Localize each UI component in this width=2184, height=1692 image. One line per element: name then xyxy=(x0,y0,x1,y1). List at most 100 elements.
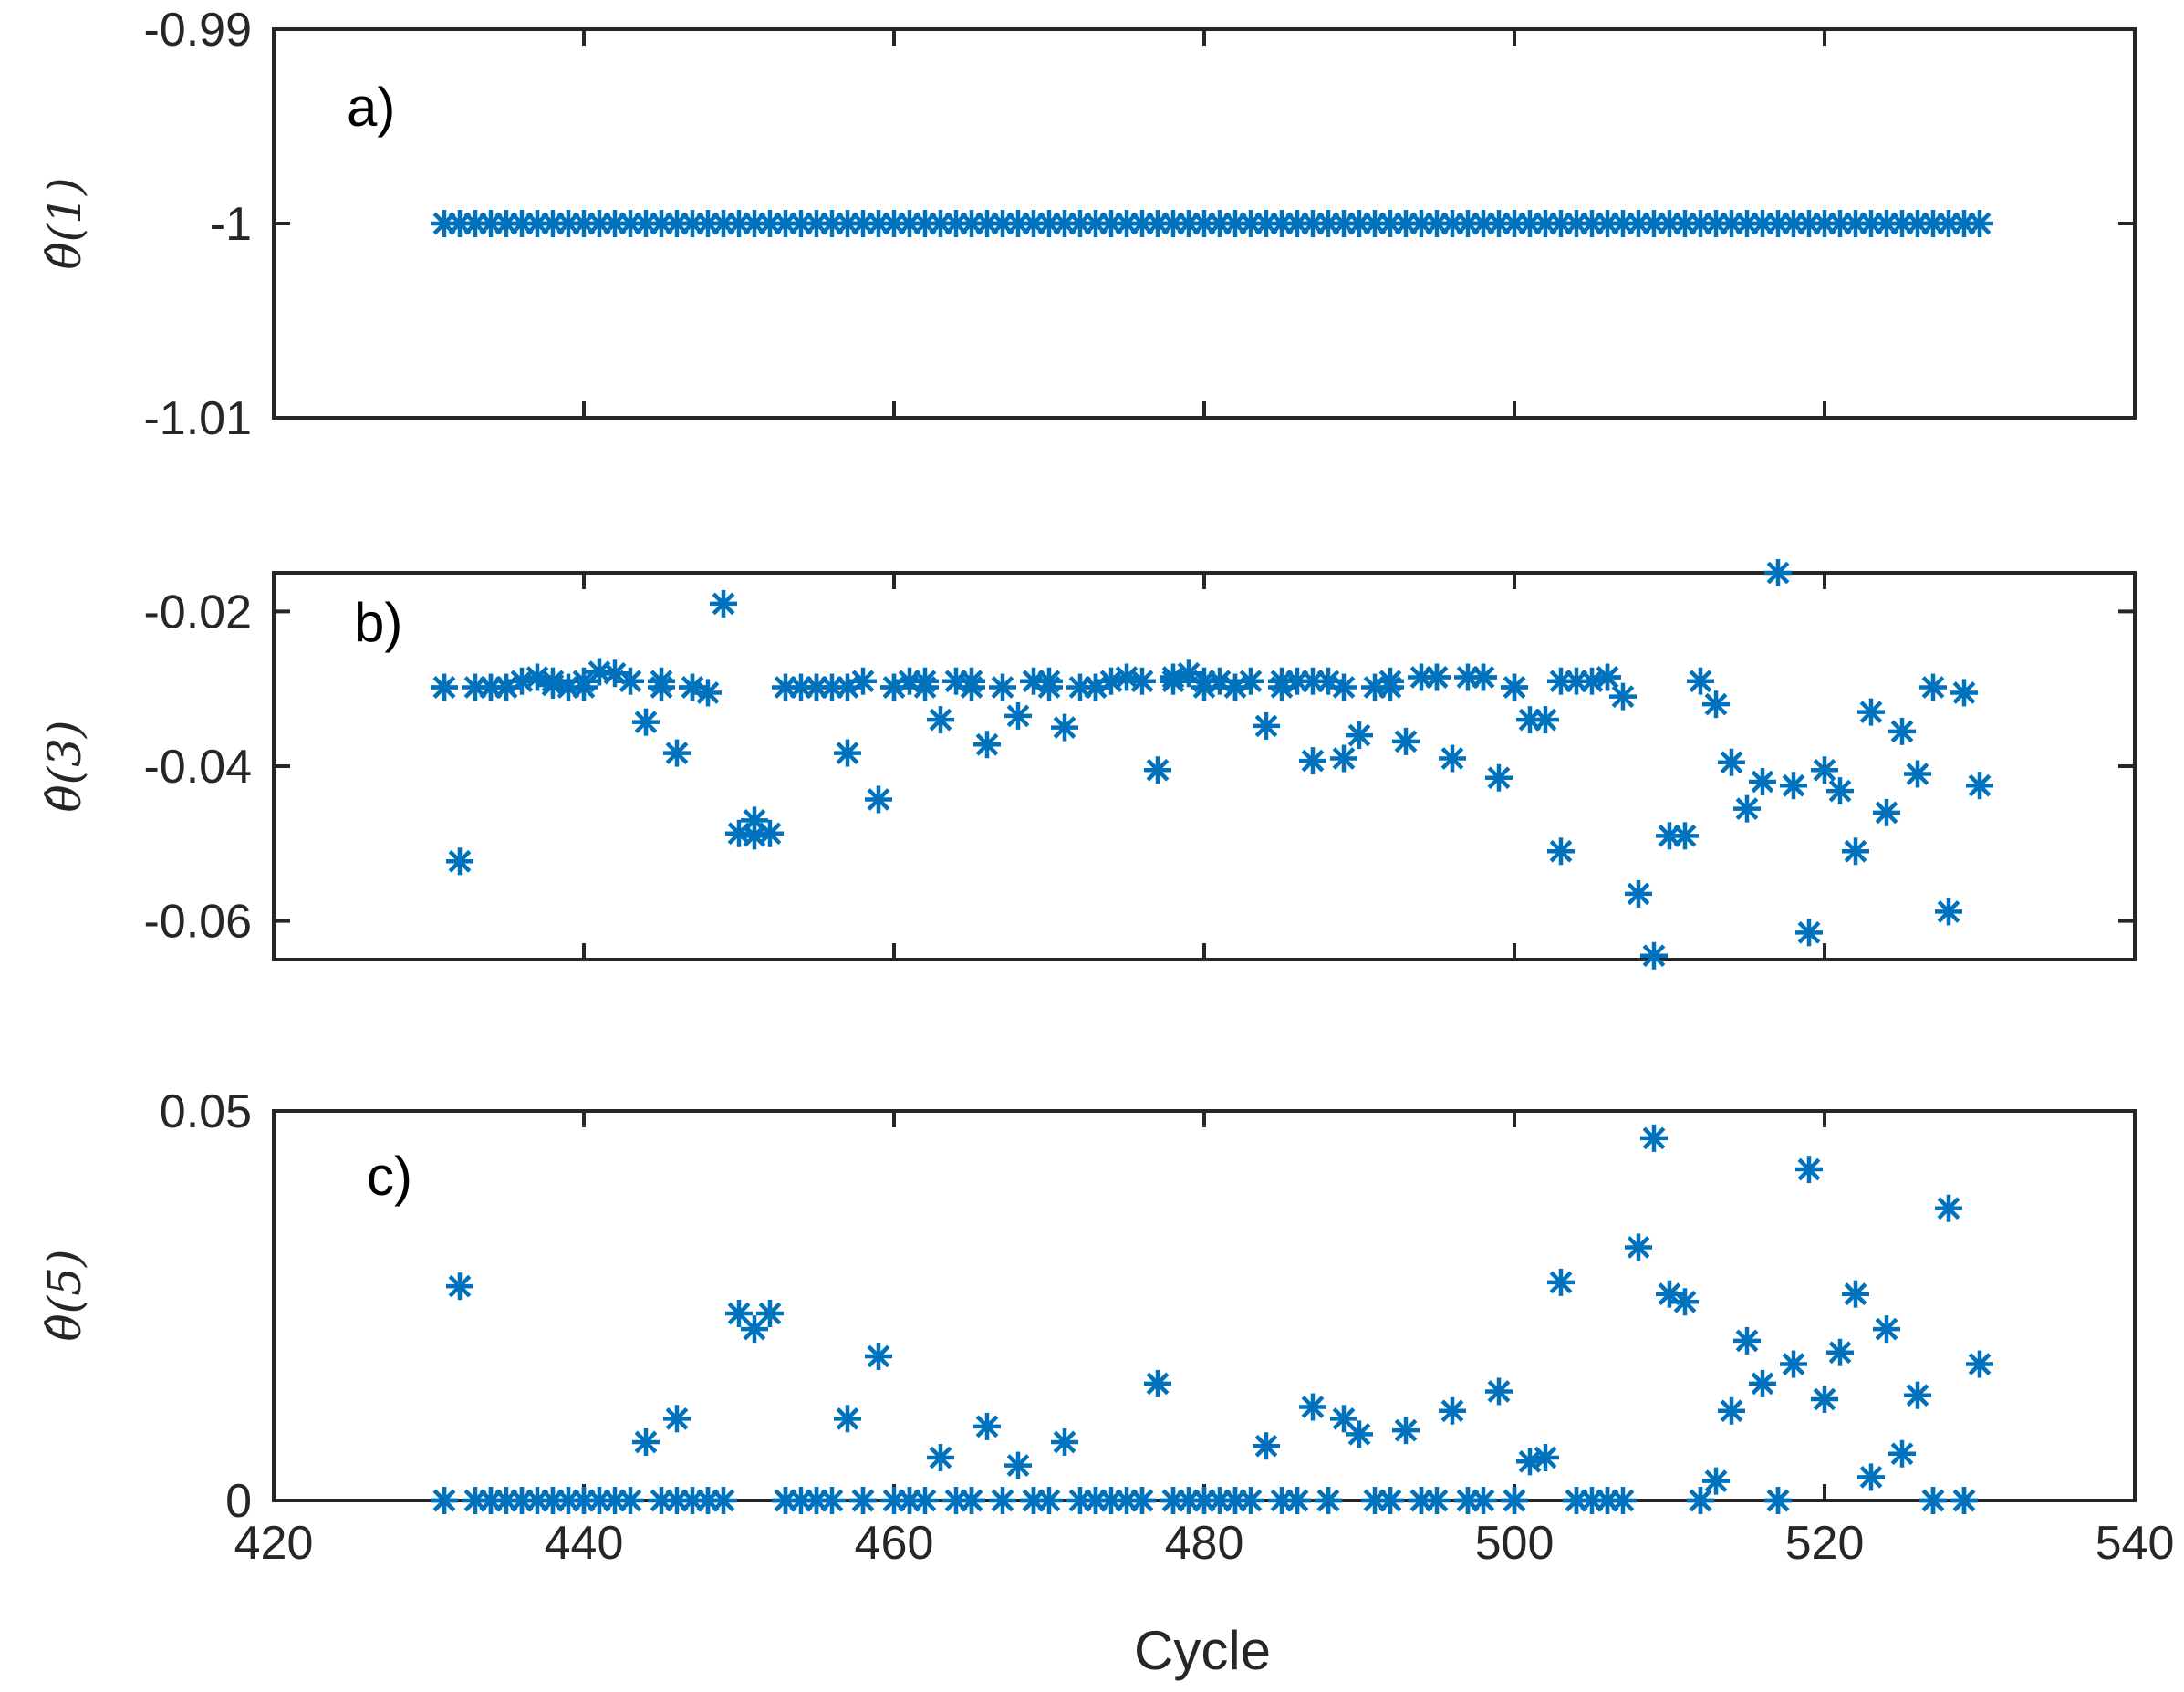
data-point xyxy=(1702,1467,1730,1495)
data-point xyxy=(1795,1156,1823,1184)
data-point xyxy=(1811,756,1838,784)
y-tick-label: -1.01 xyxy=(143,392,252,445)
data-point xyxy=(1733,1326,1761,1355)
data-point xyxy=(803,1487,830,1514)
data-point xyxy=(663,739,691,767)
data-point xyxy=(1594,663,1621,691)
data-point xyxy=(1454,1487,1482,1514)
x-axis-label: Cycle xyxy=(1134,1620,1271,1681)
data-point xyxy=(958,1487,985,1514)
data-point xyxy=(1004,701,1032,730)
data-point xyxy=(1485,1377,1513,1406)
data-point xyxy=(493,673,520,701)
data-point xyxy=(803,673,830,701)
data-point xyxy=(1423,663,1451,691)
x-tick-label: 440 xyxy=(545,1517,624,1570)
panel-a: a) θ̂(1) -0.99 -1 -1.01 xyxy=(38,4,2137,445)
data-point xyxy=(896,1487,923,1514)
data-point xyxy=(973,1412,1001,1440)
data-point xyxy=(1470,663,1497,691)
data-point xyxy=(1687,667,1714,695)
data-point xyxy=(973,731,1001,759)
data-point xyxy=(1780,772,1807,800)
data-point xyxy=(1625,879,1652,908)
data-point xyxy=(1377,1487,1404,1514)
data-point xyxy=(1904,760,1931,788)
data-point xyxy=(1377,673,1404,701)
y-tick-label: -1 xyxy=(210,198,252,251)
data-point xyxy=(849,1487,877,1514)
data-point xyxy=(1439,744,1466,773)
data-point xyxy=(648,667,675,695)
x-tick-label: 540 xyxy=(2096,1517,2175,1570)
data-point xyxy=(927,1444,954,1472)
x-tick-label: 420 xyxy=(234,1517,314,1570)
x-tick-label: 460 xyxy=(855,1517,934,1570)
data-point xyxy=(1780,1350,1807,1378)
data-point xyxy=(1051,713,1078,742)
data-point xyxy=(710,589,737,618)
data-point xyxy=(1842,1280,1869,1308)
data-point xyxy=(1299,1393,1326,1421)
data-point xyxy=(1919,1487,1947,1514)
data-point xyxy=(927,706,954,734)
data-point xyxy=(1222,1487,1249,1514)
data-point xyxy=(1268,673,1295,701)
data-point xyxy=(1950,1487,1978,1514)
data-point xyxy=(865,1343,892,1371)
data-point xyxy=(1160,667,1187,695)
data-point xyxy=(1439,1396,1466,1425)
data-point xyxy=(1935,1194,1962,1222)
data-point xyxy=(508,1487,536,1514)
data-point xyxy=(477,1487,504,1514)
data-point xyxy=(1904,1381,1931,1409)
data-point xyxy=(1253,711,1280,740)
data-point xyxy=(539,1487,567,1514)
data-point xyxy=(1330,744,1357,773)
data-point xyxy=(1035,673,1063,701)
data-point xyxy=(1966,1350,1993,1378)
y-tick-label: -0.04 xyxy=(143,741,252,794)
data-point xyxy=(741,822,768,850)
data-point xyxy=(1547,837,1575,866)
data-point xyxy=(1128,1487,1156,1514)
panel-c-label: c) xyxy=(367,1146,412,1207)
data-point xyxy=(1609,682,1637,711)
y-tick-label: -0.06 xyxy=(143,896,252,949)
data-point xyxy=(1144,1369,1171,1397)
data-point xyxy=(1764,559,1792,586)
data-point xyxy=(834,673,861,701)
data-point xyxy=(1485,763,1513,792)
axes-box xyxy=(272,571,2137,961)
data-point xyxy=(1671,822,1699,850)
y-tick-label: -0.99 xyxy=(143,4,252,57)
data-point xyxy=(1532,1444,1559,1472)
data-point xyxy=(632,1427,660,1456)
data-point xyxy=(570,1487,598,1514)
data-point xyxy=(1191,673,1218,701)
data-point xyxy=(1222,673,1249,701)
data-point xyxy=(1702,690,1730,719)
panel-a-ylabel: θ̂(1) xyxy=(38,178,91,270)
data-point xyxy=(1873,798,1900,826)
data-point xyxy=(1733,794,1761,823)
data-point xyxy=(446,847,473,876)
data-point xyxy=(1749,1369,1776,1397)
data-point xyxy=(1253,1432,1280,1460)
data-point xyxy=(1299,747,1326,775)
data-point xyxy=(1640,1124,1668,1152)
data-point xyxy=(1330,673,1357,701)
data-point xyxy=(1299,667,1326,695)
data-point xyxy=(679,673,706,701)
data-point xyxy=(1888,717,1916,745)
data-point xyxy=(1764,1487,1792,1514)
data-point xyxy=(1082,673,1109,701)
data-point xyxy=(1857,1463,1885,1491)
data-point xyxy=(772,1487,799,1514)
data-point xyxy=(617,667,644,695)
panel-b-ylabel: θ̂(3) xyxy=(38,721,91,813)
data-point xyxy=(1826,777,1854,805)
data-point xyxy=(1392,727,1420,755)
data-point xyxy=(1718,1396,1745,1425)
data-point xyxy=(1408,1487,1435,1514)
